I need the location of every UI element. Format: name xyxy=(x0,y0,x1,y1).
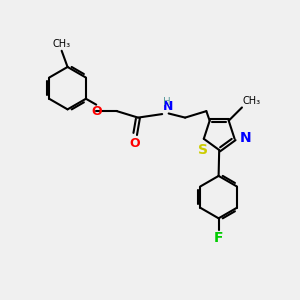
Text: CH₃: CH₃ xyxy=(243,96,261,106)
Text: O: O xyxy=(130,137,140,150)
Text: N: N xyxy=(163,100,173,113)
Text: F: F xyxy=(214,231,224,245)
Text: CH₃: CH₃ xyxy=(52,39,71,49)
Text: S: S xyxy=(198,143,208,157)
Text: N: N xyxy=(240,131,251,145)
Text: H: H xyxy=(163,97,170,107)
Text: O: O xyxy=(91,105,101,118)
